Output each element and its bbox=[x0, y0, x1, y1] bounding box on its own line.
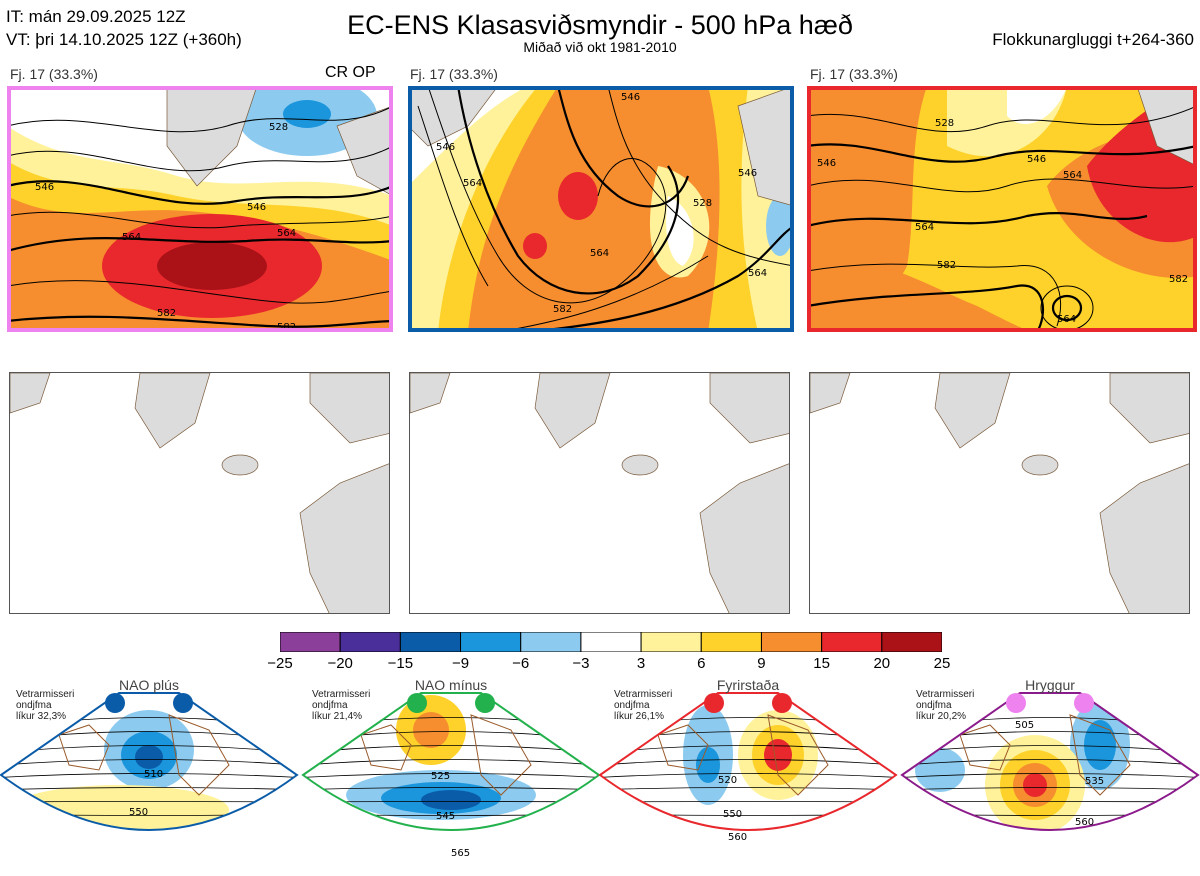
colorbar-tick-label: 6 bbox=[697, 655, 706, 672]
regime-border bbox=[598, 692, 898, 831]
regime-3-title: Fyrirstaða bbox=[716, 677, 780, 693]
svg-text:546: 546 bbox=[1027, 154, 1046, 165]
regime-2-title: NAO mínus bbox=[414, 677, 488, 693]
regime-1-note: Vetrarmisseri ondjfma líkur 32,3% bbox=[16, 689, 75, 722]
regime-contour-label: 505 bbox=[1015, 720, 1034, 731]
cluster-map-2[interactable]: 546 564 546 528 546 564 564 582 bbox=[408, 86, 794, 332]
colorbar-swatch bbox=[460, 631, 522, 653]
colorbar-tick-label: −15 bbox=[387, 655, 414, 672]
colorbar-tick-label: 3 bbox=[636, 655, 646, 672]
regime-marker-dot bbox=[105, 693, 125, 713]
regime-marker-dot bbox=[407, 693, 427, 713]
colorbar-tick-label: −20 bbox=[327, 655, 353, 672]
colorbar-swatch bbox=[339, 631, 401, 653]
regime-border bbox=[0, 692, 299, 831]
regime-map-3: 520 550 560 bbox=[598, 692, 898, 843]
regime-3-note: Vetrarmisseri ondjfma líkur 26,1% bbox=[614, 689, 673, 722]
panel-2-label: Fj. 17 (33.3%) bbox=[410, 66, 498, 82]
colorbar-ticks: −25 −20 −15 −9 −6 −3 3 6 9 15 20 25 bbox=[267, 655, 950, 675]
colorbar-tick-label: 9 bbox=[757, 655, 766, 672]
colorbar-swatch bbox=[700, 631, 762, 653]
regime-4-title: Hryggur bbox=[1025, 677, 1075, 693]
regime-contour-label: 535 bbox=[1085, 776, 1104, 787]
colorbar-swatch bbox=[580, 631, 642, 653]
svg-text:546: 546 bbox=[35, 182, 54, 193]
svg-text:564: 564 bbox=[590, 248, 609, 259]
regime-marker-dot bbox=[704, 693, 724, 713]
colorbar-swatch bbox=[821, 631, 883, 653]
svg-text:582: 582 bbox=[553, 304, 572, 315]
page-title: EC-ENS Klasasviðsmyndir - 500 hPa hæð bbox=[347, 10, 853, 40]
svg-text:528: 528 bbox=[693, 198, 712, 209]
svg-text:546: 546 bbox=[247, 202, 266, 213]
panel-1-label: Fj. 17 (33.3%) bbox=[10, 66, 98, 82]
regime-contour-label: 550 bbox=[723, 809, 742, 820]
classification-window: Flokkunargluggi t+264-360 bbox=[992, 30, 1194, 49]
page-subtitle: Miðað við okt 1981-2010 bbox=[523, 39, 677, 55]
anomaly-map-2 bbox=[409, 372, 790, 614]
colorbar-tick-label: −25 bbox=[267, 655, 293, 672]
colorbar-swatch bbox=[399, 631, 462, 653]
svg-text:546: 546 bbox=[436, 142, 455, 153]
svg-text:564: 564 bbox=[463, 178, 482, 189]
colorbar-swatch bbox=[520, 631, 582, 653]
init-time: IT: mán 29.09.2025 12Z bbox=[6, 7, 186, 26]
regime-marker-dot bbox=[173, 693, 193, 713]
svg-text:582: 582 bbox=[157, 308, 176, 319]
panel-1-tag: CR OP bbox=[325, 64, 376, 81]
svg-text:582: 582 bbox=[277, 322, 296, 332]
panel-3-label: Fj. 17 (33.3%) bbox=[810, 66, 898, 82]
regime-contour-label: 560 bbox=[1075, 817, 1094, 828]
valid-time: VT: þri 14.10.2025 12Z (+360h) bbox=[6, 30, 242, 49]
regime-2-note: Vetrarmisseri ondjfma líkur 21,4% bbox=[312, 689, 371, 722]
colorbar-swatch bbox=[640, 631, 702, 653]
svg-text:564: 564 bbox=[1063, 170, 1082, 181]
colorbar-tick-label: 15 bbox=[813, 655, 830, 672]
regime-strip: 510 550 525 545 565 520 550 560 505 535 560 bbox=[0, 675, 1200, 871]
anomaly-map-3 bbox=[809, 372, 1190, 614]
svg-text:582: 582 bbox=[1169, 274, 1188, 285]
colorbar-swatch bbox=[881, 631, 943, 653]
regime-marker-dot bbox=[475, 693, 495, 713]
svg-text:564: 564 bbox=[122, 232, 141, 243]
regime-marker-dot bbox=[1074, 693, 1094, 713]
colorbar-swatch bbox=[760, 631, 823, 653]
svg-text:546: 546 bbox=[738, 168, 757, 179]
svg-text:564: 564 bbox=[748, 268, 767, 279]
cluster-map-1[interactable]: 528 546 546 564 564 582 582 bbox=[7, 86, 393, 332]
svg-text:546: 546 bbox=[817, 158, 836, 169]
regime-marker-dot bbox=[772, 693, 792, 713]
colorbar-tick-label: 20 bbox=[873, 655, 891, 672]
colorbar-tick-label: −6 bbox=[512, 655, 530, 672]
colorbar bbox=[279, 631, 943, 653]
regime-contour-label: 525 bbox=[431, 771, 450, 782]
svg-text:564: 564 bbox=[277, 228, 296, 239]
regime-contour-label: 545 bbox=[436, 811, 455, 822]
colorbar-tick-label: 25 bbox=[933, 655, 951, 672]
regime-contour-label: 550 bbox=[129, 807, 148, 818]
regime-contour-label: 520 bbox=[718, 775, 737, 786]
svg-text:528: 528 bbox=[935, 118, 954, 129]
svg-text:582: 582 bbox=[937, 260, 956, 271]
svg-text:564: 564 bbox=[915, 222, 934, 233]
anomaly-map-1 bbox=[9, 372, 390, 614]
colorbar-tick-label: −9 bbox=[451, 655, 470, 672]
regime-marker-dot bbox=[1006, 693, 1026, 713]
regime-4-note: Vetrarmisseri ondjfma líkur 20,2% bbox=[916, 689, 975, 722]
cluster-map-3[interactable]: 528 546 546 564 564 582 582 564 bbox=[807, 86, 1197, 332]
regime-border bbox=[900, 692, 1200, 831]
svg-text:564: 564 bbox=[1057, 314, 1076, 325]
regime-map-1: 510 550 bbox=[0, 692, 299, 831]
colorbar-tick-label: −3 bbox=[572, 655, 590, 672]
colorbar-swatch bbox=[279, 631, 341, 653]
svg-text:546: 546 bbox=[621, 92, 640, 103]
svg-text:528: 528 bbox=[269, 122, 288, 133]
regime-1-title: NAO plús bbox=[119, 677, 179, 693]
regime-contour-label: 510 bbox=[144, 769, 163, 780]
regime-contour-label: 565 bbox=[451, 848, 470, 859]
regime-contour-label: 560 bbox=[728, 832, 747, 843]
